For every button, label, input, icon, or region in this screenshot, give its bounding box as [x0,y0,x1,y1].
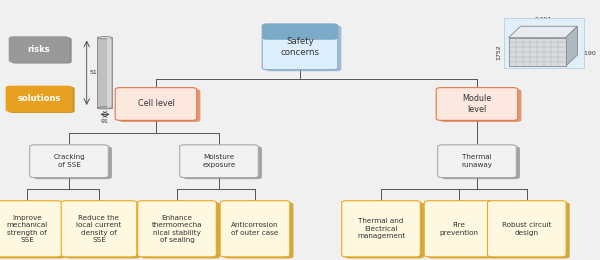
FancyBboxPatch shape [11,37,72,63]
Text: Reduce the
local current
density of
SSE: Reduce the local current density of SSE [76,214,122,243]
FancyBboxPatch shape [6,86,73,112]
FancyBboxPatch shape [34,146,112,179]
Bar [107,38,111,108]
FancyBboxPatch shape [442,146,520,179]
Text: Module
level: Module level [463,94,491,114]
FancyBboxPatch shape [0,202,65,258]
FancyBboxPatch shape [8,36,70,62]
FancyBboxPatch shape [262,24,338,40]
FancyBboxPatch shape [342,201,420,257]
Text: Safety
concerns: Safety concerns [281,37,320,57]
FancyBboxPatch shape [262,24,338,70]
FancyBboxPatch shape [424,201,494,257]
FancyBboxPatch shape [30,145,108,178]
Polygon shape [566,26,577,66]
FancyBboxPatch shape [438,145,517,178]
Ellipse shape [97,37,113,39]
Text: Cell level: Cell level [137,100,175,108]
FancyBboxPatch shape [8,87,75,113]
FancyBboxPatch shape [346,202,424,258]
FancyBboxPatch shape [509,38,566,66]
FancyBboxPatch shape [440,89,521,122]
FancyBboxPatch shape [115,88,197,120]
Text: 2190: 2190 [581,51,596,56]
Text: Improve
mechanical
strength of
SSE: Improve mechanical strength of SSE [7,214,47,243]
FancyBboxPatch shape [220,201,290,257]
FancyBboxPatch shape [138,201,216,257]
Bar [97,38,113,108]
Ellipse shape [97,107,113,109]
FancyBboxPatch shape [65,202,140,258]
Text: Robust circuit
design: Robust circuit design [502,222,551,236]
Text: 1752: 1752 [496,44,502,60]
FancyBboxPatch shape [142,202,220,258]
Text: Enhance
thermomecha
nical stability
of sealing: Enhance thermomecha nical stability of s… [152,214,202,243]
Text: 0.651: 0.651 [534,17,552,22]
FancyBboxPatch shape [0,201,62,257]
Text: Fire
prevention: Fire prevention [439,222,479,236]
FancyBboxPatch shape [184,146,262,179]
Text: Cracking
of SSE: Cracking of SSE [53,154,85,168]
Text: 91: 91 [101,119,109,124]
FancyBboxPatch shape [224,202,293,258]
FancyBboxPatch shape [119,89,200,122]
FancyBboxPatch shape [504,18,583,68]
FancyBboxPatch shape [436,88,518,120]
FancyBboxPatch shape [266,25,341,71]
Text: 516: 516 [90,70,101,75]
Text: Anticorrosion
of outer case: Anticorrosion of outer case [231,222,279,236]
FancyBboxPatch shape [61,201,137,257]
Text: Thermal
runaway: Thermal runaway [461,154,493,168]
FancyBboxPatch shape [491,202,570,258]
FancyBboxPatch shape [180,145,259,178]
FancyBboxPatch shape [428,202,497,258]
FancyBboxPatch shape [487,201,566,257]
Text: solutions: solutions [17,94,61,103]
Text: Moisture
exposure: Moisture exposure [202,154,236,168]
Polygon shape [509,26,577,38]
Text: Thermal and
Electrical
management: Thermal and Electrical management [357,218,405,239]
Text: risks: risks [28,45,50,54]
